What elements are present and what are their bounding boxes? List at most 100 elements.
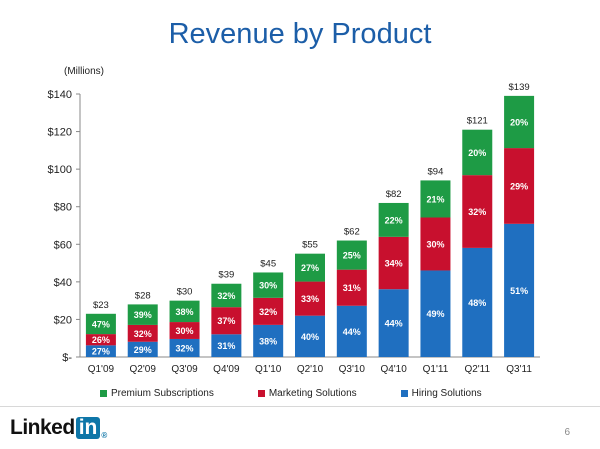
- segment-percent-label: 26%: [92, 335, 110, 345]
- bar-total-label: $30: [177, 287, 193, 298]
- bar-segment: [169, 338, 200, 357]
- chart-title: Revenue by Product: [168, 18, 432, 50]
- segment-percent-label: 25%: [343, 251, 361, 261]
- segment-percent-label: 38%: [259, 336, 277, 346]
- bar-total-label: $94: [428, 166, 444, 177]
- y-tick-label: $60: [54, 239, 72, 251]
- x-tick-label: Q1'09: [88, 364, 115, 375]
- segment-percent-label: 40%: [301, 332, 319, 342]
- y-tick-label: $-: [62, 352, 72, 364]
- bar-total-label: $55: [302, 240, 318, 251]
- x-tick-label: Q1'10: [255, 364, 282, 375]
- y-tick-label: $120: [48, 127, 72, 139]
- bar-segment: [169, 300, 200, 323]
- bar-segment: [253, 272, 284, 298]
- bar-segment: [420, 180, 451, 218]
- segment-percent-label: 49%: [426, 309, 444, 319]
- revenue-bar-chart: $- $20 $40 $60 $80 $100 $120 $140 (Millions) 27% 2…: [48, 66, 540, 375]
- x-tick-label: Q2'09: [130, 364, 157, 375]
- bar-segment: [253, 324, 284, 357]
- bar-segment: [169, 322, 200, 339]
- legend-item: Hiring Solutions: [400, 387, 482, 399]
- bar-segment: [85, 345, 116, 357]
- segment-percent-label: 51%: [510, 286, 528, 296]
- bar-segment: [462, 129, 493, 176]
- bar-segment: [211, 334, 242, 357]
- x-tick-label: Q3'11: [506, 364, 532, 375]
- x-tick-label: Q4'10: [380, 364, 407, 375]
- chart-legend: Premium Subscriptions Marketing Solutions…: [100, 386, 540, 400]
- segment-percent-label: 31%: [217, 341, 235, 351]
- bar-segment: [127, 304, 158, 325]
- x-tick-label: Q3'10: [339, 364, 366, 375]
- bar-segment: [211, 283, 242, 308]
- bar-segment: [420, 217, 451, 271]
- bar-total-label: $139: [509, 82, 530, 93]
- bar-total-label: $82: [386, 189, 402, 200]
- bar-segment: [378, 289, 409, 357]
- segment-percent-label: 27%: [301, 263, 319, 273]
- logo-text: Linked: [10, 416, 75, 439]
- bar-segment: [127, 324, 158, 342]
- x-tick-label: Q2'10: [297, 364, 324, 375]
- segment-percent-label: 30%: [426, 239, 444, 249]
- page-number: 6: [564, 427, 570, 438]
- y-tick-label: $40: [54, 277, 72, 289]
- y-tick-label: $100: [48, 164, 72, 176]
- legend-item: Premium Subscriptions: [100, 388, 214, 399]
- segment-percent-label: 30%: [176, 326, 194, 336]
- x-tick-label: Q2'11: [464, 364, 490, 375]
- segment-percent-label: 27%: [92, 347, 110, 357]
- bar-segment: [85, 313, 116, 335]
- segment-percent-label: 20%: [468, 148, 486, 158]
- legend-swatch: [100, 389, 107, 397]
- linkedin-logo: Linked in ®: [10, 416, 107, 440]
- segment-percent-label: 48%: [468, 298, 486, 308]
- bar-segment: [462, 175, 493, 248]
- segment-percent-label: 39%: [134, 310, 152, 320]
- segment-percent-label: 44%: [343, 327, 361, 337]
- bar-segment: [504, 223, 535, 357]
- segment-percent-label: 44%: [385, 319, 403, 329]
- bar-segment: [85, 334, 116, 346]
- logo-box: in: [75, 417, 101, 439]
- legend-item: Marketing Solutions: [257, 387, 357, 399]
- legend-swatch: [257, 389, 265, 397]
- chart-area: $- $20 $40 $60 $80 $100 $120 $140 (Millions) 27% 2…: [0, 60, 600, 406]
- x-tick-label: Q1'11: [423, 364, 449, 375]
- legend-label: Marketing Solutions: [268, 387, 357, 399]
- bar-segment: [378, 202, 409, 237]
- bar-segment: [211, 307, 242, 335]
- segment-percent-label: 21%: [426, 194, 444, 204]
- segment-percent-label: 32%: [176, 343, 194, 353]
- bar-segment: [336, 269, 367, 306]
- segment-percent-label: 20%: [510, 117, 528, 127]
- bar-segment: [127, 341, 158, 357]
- bar-segment: [253, 297, 284, 325]
- legend-label: Hiring Solutions: [411, 387, 482, 399]
- bar-total-label: $39: [218, 270, 234, 281]
- segment-percent-label: 29%: [510, 181, 528, 191]
- y-tick-label: $20: [54, 314, 72, 326]
- segment-percent-label: 30%: [259, 281, 277, 291]
- segment-percent-label: 31%: [343, 283, 361, 293]
- bar-segment: [462, 247, 493, 357]
- bar-segment: [504, 95, 535, 149]
- bar-segment: [420, 270, 451, 357]
- segment-percent-label: 22%: [385, 215, 403, 225]
- bar-total-label: $62: [344, 227, 360, 238]
- segment-percent-label: 32%: [217, 291, 235, 301]
- bar-segment: [504, 148, 535, 224]
- legend-swatch: [400, 389, 408, 397]
- segment-percent-label: 32%: [468, 207, 486, 217]
- y-tick-label: $80: [54, 202, 72, 214]
- segment-percent-label: 33%: [301, 294, 319, 304]
- y-tick-label: $140: [48, 89, 72, 101]
- trademark-icon: ®: [101, 431, 108, 440]
- segment-percent-label: 38%: [176, 307, 194, 317]
- x-tick-label: Q4'09: [213, 364, 240, 375]
- bar-total-label: $23: [93, 300, 109, 311]
- segment-percent-label: 32%: [259, 307, 277, 317]
- segment-percent-label: 47%: [92, 319, 110, 329]
- bar-segment: [295, 253, 325, 282]
